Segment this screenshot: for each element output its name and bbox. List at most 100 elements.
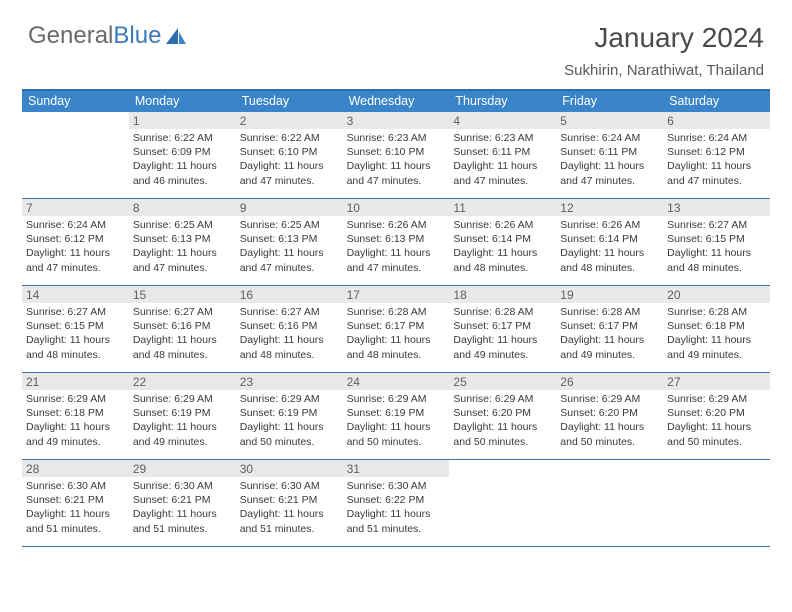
dow-cell: Sunday (22, 91, 129, 112)
day-info: Sunrise: 6:23 AMSunset: 6:10 PMDaylight:… (347, 131, 446, 188)
day-number: 10 (343, 199, 450, 216)
month-title: January 2024 (564, 22, 764, 54)
day-info: Sunrise: 6:25 AMSunset: 6:13 PMDaylight:… (133, 218, 232, 275)
day-cell: 13 Sunrise: 6:27 AMSunset: 6:15 PMDayligh… (663, 199, 770, 285)
day-info: Sunrise: 6:30 AMSunset: 6:21 PMDaylight:… (240, 479, 339, 536)
day-cell: 17 Sunrise: 6:28 AMSunset: 6:17 PMDayligh… (343, 286, 450, 372)
day-info: Sunrise: 6:24 AMSunset: 6:11 PMDaylight:… (560, 131, 659, 188)
day-info: Sunrise: 6:29 AMSunset: 6:20 PMDaylight:… (453, 392, 552, 449)
day-info: Sunrise: 6:27 AMSunset: 6:15 PMDaylight:… (26, 305, 125, 362)
day-cell: 29Sunrise: 6:30 AMSunset: 6:21 PMDayligh… (129, 460, 236, 546)
day-cell: 26Sunrise: 6:29 AMSunset: 6:20 PMDayligh… (556, 373, 663, 459)
day-cell: 18 Sunrise: 6:28 AMSunset: 6:17 PMDayligh… (449, 286, 556, 372)
logo-text-blue: Blue (113, 22, 161, 50)
location-text: Sukhirin, Narathiwat, Thailand (564, 62, 764, 79)
day-number: 27 (663, 373, 770, 390)
day-cell: 24Sunrise: 6:29 AMSunset: 6:19 PMDayligh… (343, 373, 450, 459)
logo-sail-icon (164, 26, 188, 46)
day-cell: 27 Sunrise: 6:29 AMSunset: 6:20 PMDayligh… (663, 373, 770, 459)
day-cell: 15 Sunrise: 6:27 AMSunset: 6:16 PMDayligh… (129, 286, 236, 372)
day-cell: 14 Sunrise: 6:27 AMSunset: 6:15 PMDayligh… (22, 286, 129, 372)
day-cell: 30 Sunrise: 6:30 AMSunset: 6:21 PMDayligh… (236, 460, 343, 546)
day-info: Sunrise: 6:24 AMSunset: 6:12 PMDaylight:… (667, 131, 766, 188)
week-row: 7 Sunrise: 6:24 AMSunset: 6:12 PMDaylight… (22, 199, 770, 286)
day-number: 4 (449, 112, 556, 129)
day-info: Sunrise: 6:28 AMSunset: 6:17 PMDaylight:… (347, 305, 446, 362)
day-number: 15 (129, 286, 236, 303)
day-cell: 11Sunrise: 6:26 AMSunset: 6:14 PMDayligh… (449, 199, 556, 285)
day-cell: 4 Sunrise: 6:23 AMSunset: 6:11 PMDaylight… (449, 112, 556, 198)
day-cell: 28 Sunrise: 6:30 AMSunset: 6:21 PMDayligh… (22, 460, 129, 546)
logo: GeneralBlue (28, 22, 188, 50)
dow-cell: Wednesday (343, 91, 450, 112)
day-info: Sunrise: 6:29 AMSunset: 6:20 PMDaylight:… (667, 392, 766, 449)
day-info: Sunrise: 6:27 AMSunset: 6:15 PMDaylight:… (667, 218, 766, 275)
day-info: Sunrise: 6:27 AMSunset: 6:16 PMDaylight:… (240, 305, 339, 362)
day-number: 23 (236, 373, 343, 390)
day-number: 7 (22, 199, 129, 216)
day-info: Sunrise: 6:28 AMSunset: 6:17 PMDaylight:… (453, 305, 552, 362)
day-info: Sunrise: 6:29 AMSunset: 6:19 PMDaylight:… (240, 392, 339, 449)
day-info: Sunrise: 6:28 AMSunset: 6:18 PMDaylight:… (667, 305, 766, 362)
day-number: 21 (22, 373, 129, 390)
day-number: 30 (236, 460, 343, 477)
dow-cell: Tuesday (236, 91, 343, 112)
day-cell: 10 Sunrise: 6:26 AMSunset: 6:13 PMDayligh… (343, 199, 450, 285)
day-cell: 20Sunrise: 6:28 AMSunset: 6:18 PMDayligh… (663, 286, 770, 372)
dow-cell: Thursday (449, 91, 556, 112)
day-info: Sunrise: 6:29 AMSunset: 6:20 PMDaylight:… (560, 392, 659, 449)
day-number: 22 (129, 373, 236, 390)
day-info: Sunrise: 6:26 AMSunset: 6:14 PMDaylight:… (560, 218, 659, 275)
week-row: 28 Sunrise: 6:30 AMSunset: 6:21 PMDayligh… (22, 460, 770, 547)
day-number: 24 (343, 373, 450, 390)
day-cell: 9 Sunrise: 6:25 AMSunset: 6:13 PMDaylight… (236, 199, 343, 285)
day-number: 19 (556, 286, 663, 303)
day-number: 31 (343, 460, 450, 477)
day-cell: 6 Sunrise: 6:24 AMSunset: 6:12 PMDaylight… (663, 112, 770, 198)
day-cell: 21Sunrise: 6:29 AMSunset: 6:18 PMDayligh… (22, 373, 129, 459)
day-cell (22, 112, 129, 198)
day-number: 1 (129, 112, 236, 129)
day-cell: 12 Sunrise: 6:26 AMSunset: 6:14 PMDayligh… (556, 199, 663, 285)
week-row: 21Sunrise: 6:29 AMSunset: 6:18 PMDayligh… (22, 373, 770, 460)
day-cell: 25Sunrise: 6:29 AMSunset: 6:20 PMDayligh… (449, 373, 556, 459)
day-cell: 19 Sunrise: 6:28 AMSunset: 6:17 PMDayligh… (556, 286, 663, 372)
day-info: Sunrise: 6:27 AMSunset: 6:16 PMDaylight:… (133, 305, 232, 362)
day-cell: 23 Sunrise: 6:29 AMSunset: 6:19 PMDayligh… (236, 373, 343, 459)
day-cell: 2Sunrise: 6:22 AMSunset: 6:10 PMDaylight… (236, 112, 343, 198)
day-number: 6 (663, 112, 770, 129)
page-header: GeneralBlue January 2024 Sukhirin, Narat… (0, 0, 792, 83)
day-info: Sunrise: 6:26 AMSunset: 6:13 PMDaylight:… (347, 218, 446, 275)
title-block: January 2024 Sukhirin, Narathiwat, Thail… (564, 22, 764, 79)
day-number: 9 (236, 199, 343, 216)
day-cell: 1Sunrise: 6:22 AMSunset: 6:09 PMDaylight… (129, 112, 236, 198)
day-number: 12 (556, 199, 663, 216)
day-cell: 8Sunrise: 6:25 AMSunset: 6:13 PMDaylight… (129, 199, 236, 285)
day-cell (449, 460, 556, 546)
day-cell (663, 460, 770, 546)
day-cell: 7 Sunrise: 6:24 AMSunset: 6:12 PMDaylight… (22, 199, 129, 285)
day-number: 13 (663, 199, 770, 216)
week-row: 1Sunrise: 6:22 AMSunset: 6:09 PMDaylight… (22, 112, 770, 199)
day-info: Sunrise: 6:25 AMSunset: 6:13 PMDaylight:… (240, 218, 339, 275)
day-cell: 5Sunrise: 6:24 AMSunset: 6:11 PMDaylight… (556, 112, 663, 198)
week-row: 14 Sunrise: 6:27 AMSunset: 6:15 PMDayligh… (22, 286, 770, 373)
day-number: 28 (22, 460, 129, 477)
day-info: Sunrise: 6:29 AMSunset: 6:19 PMDaylight:… (133, 392, 232, 449)
day-of-week-row: SundayMondayTuesdayWednesdayThursdayFrid… (22, 91, 770, 112)
day-number: 11 (449, 199, 556, 216)
day-info: Sunrise: 6:28 AMSunset: 6:17 PMDaylight:… (560, 305, 659, 362)
day-number: 29 (129, 460, 236, 477)
day-info: Sunrise: 6:24 AMSunset: 6:12 PMDaylight:… (26, 218, 125, 275)
dow-cell: Monday (129, 91, 236, 112)
logo-text-gray: General (28, 22, 113, 50)
day-number: 2 (236, 112, 343, 129)
day-number: 3 (343, 112, 450, 129)
day-info: Sunrise: 6:23 AMSunset: 6:11 PMDaylight:… (453, 131, 552, 188)
day-cell: 22 Sunrise: 6:29 AMSunset: 6:19 PMDayligh… (129, 373, 236, 459)
weeks-container: 1Sunrise: 6:22 AMSunset: 6:09 PMDaylight… (22, 112, 770, 547)
day-info: Sunrise: 6:30 AMSunset: 6:21 PMDaylight:… (26, 479, 125, 536)
day-number: 17 (343, 286, 450, 303)
day-number: 14 (22, 286, 129, 303)
day-number: 18 (449, 286, 556, 303)
